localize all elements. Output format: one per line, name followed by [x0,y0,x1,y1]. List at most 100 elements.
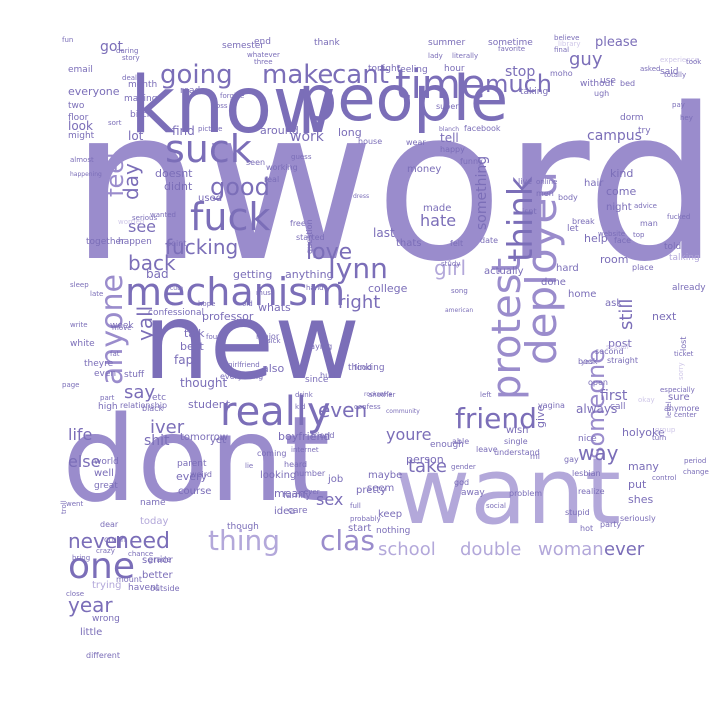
cloud-word-relationship: relationship [120,401,167,410]
cloud-word-deal: deal [122,74,137,82]
cloud-word-sometime: sometime [488,38,533,48]
cloud-word-wish: wish [506,425,529,436]
cloud-word-change: change [683,468,709,476]
cloud-word-time: time [395,62,485,108]
cloud-word-said: said [660,67,678,77]
cloud-word-community: community [386,408,420,415]
cloud-word-everyone: everyone [68,85,120,98]
cloud-word-fucked: fucked [667,213,690,221]
cloud-word-campus: campus [587,128,642,144]
cloud-word-please: please [595,35,638,50]
cloud-word-live: live [518,177,532,186]
cloud-word-gender: gender [451,463,476,471]
cloud-word-started: started [296,233,325,242]
cloud-word-daring: daring [116,47,138,55]
cloud-word-funny: funny [460,157,483,166]
cloud-word-fat: fat [110,350,120,358]
cloud-word-double: double [460,539,521,560]
cloud-word-hand: hand [306,284,324,292]
cloud-word-happy: happy [440,145,465,154]
cloud-word-book: book [578,357,598,366]
cloud-word-clas: clas [320,524,375,557]
cloud-word-number: number [294,469,326,478]
cloud-word-looking: looking [260,470,296,481]
cloud-word-else: else [68,452,100,471]
cloud-word-thinking: thinking [348,363,385,373]
cloud-word-tell: tell [440,131,459,145]
cloud-word-question: question [305,219,314,254]
cloud-word-internet: internet [291,446,319,454]
cloud-word-life: life [68,425,92,444]
cloud-word-thought: thought [180,376,227,390]
cloud-word-right: right [338,292,380,313]
cloud-word-start: start [348,523,371,534]
cloud-word-drink: drink [295,391,314,399]
cloud-word-see: see [128,217,156,236]
cloud-word-literally: literally [452,52,478,60]
cloud-word-second: second [595,347,624,356]
cloud-word-happening: happening [70,171,102,178]
cloud-word-night: night [606,202,632,213]
cloud-word-close: close [66,590,84,598]
cloud-word-blanch: blanch [439,126,459,133]
cloud-word-food: food [354,363,372,372]
cloud-word-social: social [486,502,506,510]
cloud-word-seen: seen [246,158,265,167]
cloud-word-nice: nice [578,434,597,444]
cloud-word-hey: hey [680,114,693,122]
cloud-word-around: around [260,124,299,137]
cloud-word-making: making [124,94,157,104]
cloud-word-trying: trying [92,580,121,591]
cloud-word-point: point [166,239,186,248]
cloud-word-first: first [600,388,628,404]
cloud-word-mount: mount [116,575,142,584]
cloud-word-ask: ask [605,298,622,309]
cloud-word-everything: everything [220,372,263,381]
cloud-word-anything: anything [285,268,334,281]
cloud-word-last: last [373,226,395,240]
cloud-word-rockswife: rockswife [364,391,393,398]
cloud-word-new: new [143,281,360,403]
cloud-word-top: top [633,231,645,239]
cloud-word-pretty: pretty [356,485,386,496]
cloud-word-vagina: vagina [538,401,565,410]
cloud-word-nword: nword [70,63,719,308]
cloud-word-story: story [122,54,140,62]
cloud-word-hard: hard [556,263,579,274]
cloud-word-dress: dress [353,193,369,200]
cloud-word-believe: believe [554,34,579,42]
cloud-word-realize: realize [578,487,605,496]
cloud-word-song: song [451,287,468,295]
cloud-word-still: still [616,299,637,330]
cloud-word-god: god [454,478,469,487]
cloud-word-late: late [90,290,103,298]
cloud-word-serious: serious [132,214,157,222]
cloud-word-love: love [306,240,352,265]
cloud-word-yet: yet [210,435,226,446]
cloud-word-american: american [445,307,473,314]
cloud-word-body: body [558,193,578,202]
cloud-word-lesbian: lesbian [572,469,601,478]
cloud-word-boyfriend: boyfriend [278,430,330,443]
cloud-word-know: know [130,61,336,151]
cloud-word-yes: yes [581,358,593,366]
cloud-word-must: must [256,289,274,297]
cloud-word-give: give [534,404,547,428]
cloud-word-troll: troll [60,500,68,514]
cloud-word-experience: experience [660,56,699,64]
cloud-word-floor: floor [68,113,89,123]
cloud-word-use: use [600,76,616,86]
cloud-word-hope: hope [198,300,215,308]
cloud-word-already: already [672,283,706,293]
cloud-word-dont: dont [62,390,330,528]
cloud-word-different: different [86,651,120,660]
cloud-word-lost: lost [679,337,688,351]
cloud-word-etc: etc [152,393,166,403]
cloud-word-way: way [578,441,619,465]
cloud-word-girlfriend: girlfriend [228,361,260,369]
cloud-word-free: free [290,219,306,228]
cloud-word-deployed: deployed [517,171,566,365]
cloud-word-ever: ever [304,488,320,496]
cloud-word-took: took [686,58,702,66]
cloud-word-confess: confess [354,403,381,411]
